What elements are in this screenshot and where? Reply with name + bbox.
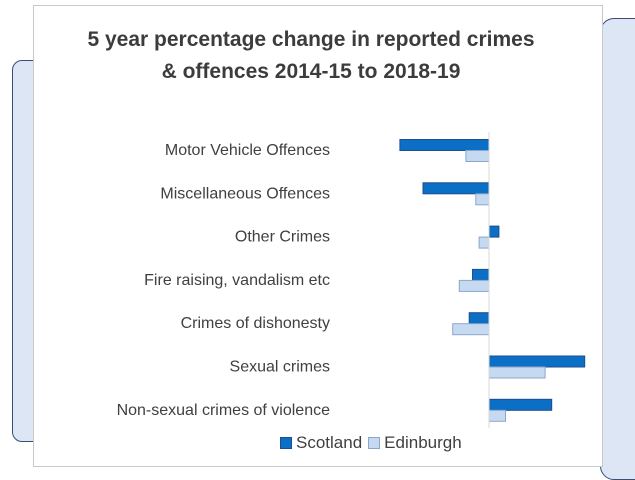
category-label-crimes-of-dishonesty: Crimes of dishonesty xyxy=(181,315,330,332)
category-label-sexual-crimes: Sexual crimes xyxy=(230,359,330,376)
chart-legend: Scotland Edinburgh xyxy=(280,431,462,455)
chart-title: 5 year percentage change in reported cri… xyxy=(87,28,535,83)
category-label-fire-raising-vandalism-etc: Fire raising, vandalism etc xyxy=(144,272,330,289)
bar-edinburgh-crimes-of-dishonesty xyxy=(452,323,490,336)
category-label-miscellaneous-offences: Miscellaneous Offences xyxy=(160,185,330,202)
legend-label-edinburgh: Edinburgh xyxy=(384,433,462,452)
legend-item-edinburgh: Edinburgh xyxy=(368,433,462,453)
legend-swatch-scotland xyxy=(280,437,292,449)
bar-edinburgh-miscellaneous-offences xyxy=(475,193,490,206)
legend-item-scotland: Scotland xyxy=(280,433,362,453)
chart-card xyxy=(33,5,603,467)
legend-swatch-edinburgh xyxy=(368,437,381,449)
bar-scotland-other-crimes xyxy=(488,225,500,238)
category-label-non-sexual-crimes-of-violence: Non-sexual crimes of violence xyxy=(117,402,331,419)
bar-scotland-fire-raising-vandalism-etc xyxy=(472,268,490,281)
bar-edinburgh-non-sexual-crimes-of-violence xyxy=(488,409,506,422)
bar-scotland-crimes-of-dishonesty xyxy=(468,312,490,325)
bar-scotland-non-sexual-crimes-of-violence xyxy=(488,398,553,411)
legend-label-scotland: Scotland xyxy=(296,433,363,452)
category-label-motor-vehicle-offences: Motor Vehicle Offences xyxy=(165,142,330,159)
bar-edinburgh-fire-raising-vandalism-etc xyxy=(458,279,490,292)
bar-edinburgh-other-crimes xyxy=(478,236,490,249)
category-label-other-crimes: Other Crimes xyxy=(235,229,330,246)
bar-edinburgh-sexual-crimes xyxy=(488,366,546,379)
bar-scotland-motor-vehicle-offences xyxy=(399,139,490,151)
background-panel-right xyxy=(600,18,635,480)
bar-scotland-sexual-crimes xyxy=(488,355,586,368)
bar-edinburgh-motor-vehicle-offences xyxy=(465,150,490,162)
bar-scotland-miscellaneous-offences xyxy=(422,182,490,195)
